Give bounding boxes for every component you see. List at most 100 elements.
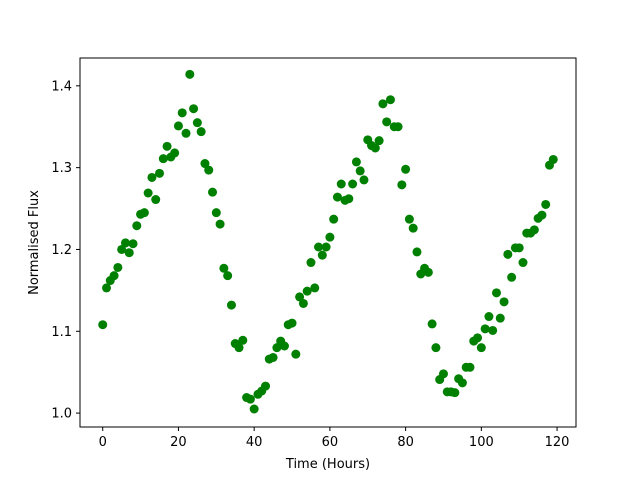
data-point [196,127,206,137]
data-point [109,271,119,281]
data-point [128,239,138,249]
data-point [476,343,486,353]
data-point [348,179,358,189]
data-point [541,199,551,209]
data-point [306,258,316,268]
data-point [537,210,547,220]
y-axis-label: Normalised Flux [27,190,42,295]
data-point [124,248,134,258]
data-point [295,292,305,302]
x-tick-label: 40 [246,435,263,450]
data-point [139,208,149,218]
data-point [234,343,244,353]
y-axis-ticks: 1.0 1.1 1.2 1.3 1.4 [51,79,80,422]
data-point [393,122,403,132]
data-point [102,283,111,293]
data-point [287,318,297,328]
data-point [336,179,346,189]
x-axis-ticks: 0 20 40 60 80 100 120 [99,427,569,450]
data-point [215,219,225,229]
data-point [302,286,312,296]
data-point [272,343,282,353]
data-point [404,214,414,224]
data-point [310,283,320,293]
y-tick-label: 1.2 [51,243,72,258]
data-point [120,238,130,248]
data-point [223,271,233,281]
data-point [480,324,490,334]
data-point [355,166,365,176]
data-point [155,168,165,178]
data-point [548,154,558,164]
y-tick-label: 1.4 [51,79,72,94]
data-point [317,250,327,260]
data-point [170,148,180,158]
data-point [351,157,361,167]
data-point [408,223,418,233]
data-point [431,343,441,353]
data-point [499,297,509,307]
data-point [113,262,123,272]
y-tick-label: 1.0 [51,407,72,422]
data-point [117,244,127,254]
x-tick-label: 80 [397,435,414,450]
data-point [491,288,501,298]
data-point [378,99,388,109]
plot-area-frame [79,57,577,428]
data-point [245,394,255,404]
data-point [465,362,475,372]
data-point [219,263,229,273]
data-point [162,141,172,151]
data-point [158,154,168,164]
data-point [185,69,195,79]
data-point [488,325,498,335]
data-point [518,258,528,268]
data-point [291,349,301,359]
data-point [204,165,214,175]
data-point [249,404,259,414]
x-tick-label: 0 [99,435,107,450]
data-point [279,341,289,351]
data-point [359,175,369,185]
x-tick-label: 100 [469,435,494,450]
data-point [374,136,384,146]
data-point [226,300,236,310]
data-point [238,335,248,345]
x-tick-label: 20 [170,435,187,450]
data-point [397,180,407,190]
data-point [173,121,183,131]
data-point [412,247,422,257]
data-point [192,118,202,128]
data-point [177,108,187,118]
data-point [298,298,308,308]
data-point [438,369,448,379]
data-point [261,381,271,391]
data-point [325,232,335,242]
data-point [370,143,380,153]
data-point [484,312,494,322]
data-point [507,272,517,282]
data-point [321,242,331,252]
data-point [503,249,513,259]
data-point [401,164,411,174]
y-tick-label: 1.1 [51,325,72,340]
data-point [529,225,539,235]
data-point [344,194,354,204]
data-point [208,187,218,197]
x-tick-label: 60 [322,435,339,450]
data-point [457,378,467,388]
data-point [332,192,342,202]
data-point [473,333,483,343]
y-tick-label: 1.3 [51,161,72,176]
data-point [514,243,524,253]
data-point [427,319,437,329]
data-point [329,214,339,224]
data-point [268,352,278,362]
data-point [495,313,505,323]
data-point [382,117,392,127]
data-point [143,188,153,198]
data-points [98,69,558,414]
data-point [98,320,108,330]
